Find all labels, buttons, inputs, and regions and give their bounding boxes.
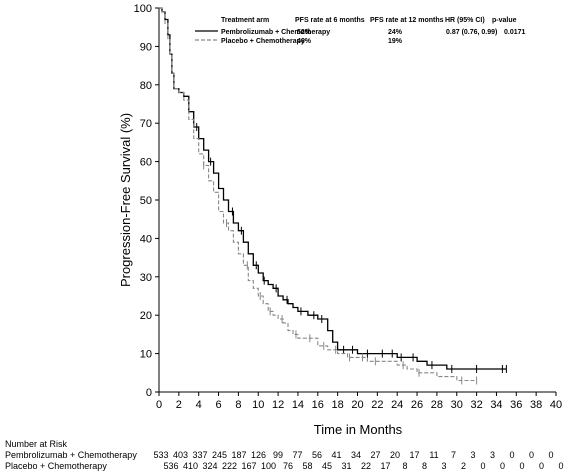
x-tick-label-26: 26 <box>411 399 423 411</box>
risk-value-pembrolizumab: 34 <box>351 450 361 460</box>
x-tick-label-20: 20 <box>351 399 363 411</box>
legend-header: PFS rate at 6 months <box>295 17 365 24</box>
legend-cell: Placebo + Chemotherapy <box>221 38 305 45</box>
risk-value-pembrolizumab: 7 <box>451 450 456 460</box>
risk-value-pembrolizumab: 0 <box>548 450 553 460</box>
risk-value-pembrolizumab: 3 <box>490 450 495 460</box>
risk-value-placebo: 100 <box>261 461 276 471</box>
risk-value-placebo: 22 <box>361 461 371 471</box>
x-tick-label-10: 10 <box>252 399 264 411</box>
risk-value-pembrolizumab: 77 <box>292 450 302 460</box>
legend-cell: 0.0171 <box>504 29 526 36</box>
y-axis-label: Progression-Free Survival (%) <box>118 113 133 287</box>
survival-curves <box>159 7 507 385</box>
legend-cell: 19% <box>388 38 403 45</box>
y-tick-label-0: 0 <box>146 387 152 399</box>
risk-value-placebo: 76 <box>283 461 293 471</box>
risk-row-label-pembro: Pembrolizumab + Chemotherapy <box>5 450 137 460</box>
risk-value-pembrolizumab: 3 <box>470 450 475 460</box>
risk-value-placebo: 0 <box>539 461 544 471</box>
risk-value-pembrolizumab: 11 <box>429 450 438 460</box>
x-tick-label-38: 38 <box>530 399 542 411</box>
risk-value-pembrolizumab: 0 <box>509 450 514 460</box>
risk-value-placebo: 8 <box>402 461 407 471</box>
risk-value-pembrolizumab: 245 <box>212 450 227 460</box>
risk-value-placebo: 31 <box>341 461 351 471</box>
risk-value-placebo: 45 <box>322 461 332 471</box>
risk-value-pembrolizumab: 337 <box>192 450 207 460</box>
risk-value-pembrolizumab: 533 <box>153 450 168 460</box>
legend-header: PFS rate at 12 months <box>370 17 444 24</box>
risk-value-pembrolizumab: 99 <box>273 450 283 460</box>
x-tick-label-40: 40 <box>550 399 562 411</box>
x-tick-label-30: 30 <box>451 399 463 411</box>
risk-value-placebo: 410 <box>183 461 198 471</box>
risk-value-placebo: 167 <box>241 461 256 471</box>
x-tick-label-16: 16 <box>312 399 324 411</box>
y-tick-label-50: 50 <box>140 195 152 207</box>
risk-value-placebo: 2 <box>461 461 466 471</box>
x-tick-label-18: 18 <box>332 399 344 411</box>
x-axis-label: Time in Months <box>314 422 403 437</box>
risk-value-pembrolizumab: 27 <box>370 450 380 460</box>
risk-value-placebo: 8 <box>422 461 427 471</box>
x-tick-label-14: 14 <box>292 399 304 411</box>
risk-value-pembrolizumab: 126 <box>251 450 266 460</box>
legend-table: Treatment arm PFS rate at 6 months PFS rat… <box>195 17 526 45</box>
x-tick-label-0: 0 <box>156 399 162 411</box>
x-tick-label-28: 28 <box>431 399 443 411</box>
y-tick-label-90: 90 <box>140 41 152 53</box>
legend-cell: Pembrolizumab + Chemotherapy <box>221 29 330 36</box>
risk-value-pembrolizumab: 20 <box>390 450 400 460</box>
risk-table: Number at Risk Pembrolizumab + Chemother… <box>5 439 564 471</box>
legend-header: HR (95% CI) <box>445 17 485 24</box>
legend-cell: 24% <box>388 29 403 36</box>
risk-table-title: Number at Risk <box>5 439 68 449</box>
risk-value-placebo: 0 <box>558 461 563 471</box>
legend-header: Treatment arm <box>221 17 269 24</box>
y-tick-label-30: 30 <box>140 272 152 284</box>
series-line-pembrolizumab <box>159 7 507 370</box>
risk-value-placebo: 3 <box>441 461 446 471</box>
x-tick-label-12: 12 <box>272 399 284 411</box>
legend-cell: 46% <box>297 38 312 45</box>
risk-value-pembrolizumab: 403 <box>173 450 188 460</box>
risk-value-placebo: 0 <box>480 461 485 471</box>
legend-header: p-value <box>492 17 517 24</box>
risk-value-placebo: 58 <box>302 461 312 471</box>
x-tick-label-32: 32 <box>470 399 482 411</box>
risk-value-pembrolizumab: 0 <box>529 450 534 460</box>
series-line-placebo <box>159 7 477 382</box>
risk-value-placebo: 536 <box>163 461 178 471</box>
risk-value-pembrolizumab: 56 <box>312 450 322 460</box>
x-tick-label-36: 36 <box>510 399 522 411</box>
x-tick-label-8: 8 <box>235 399 241 411</box>
legend-cell: 0.87 (0.76, 0.99) <box>446 29 497 36</box>
y-tick-label-60: 60 <box>140 157 152 169</box>
x-tick-label-22: 22 <box>371 399 383 411</box>
y-tick-label-20: 20 <box>140 310 152 322</box>
risk-value-placebo: 0 <box>519 461 524 471</box>
x-tick-label-24: 24 <box>391 399 403 411</box>
risk-value-placebo: 324 <box>202 461 217 471</box>
x-tick-label-2: 2 <box>176 399 182 411</box>
y-tick-label-70: 70 <box>140 118 152 130</box>
risk-row-label-placebo: Placebo + Chemotherapy <box>5 461 107 471</box>
y-tick-label-10: 10 <box>140 349 152 361</box>
y-tick-label-100: 100 <box>134 3 152 15</box>
legend-cell: 52% <box>297 29 312 36</box>
y-tick-label-80: 80 <box>140 80 152 92</box>
risk-value-pembrolizumab: 41 <box>331 450 341 460</box>
x-tick-label-34: 34 <box>490 399 502 411</box>
risk-value-pembrolizumab: 17 <box>409 450 419 460</box>
risk-value-placebo: 222 <box>222 461 237 471</box>
y-tick-label-40: 40 <box>140 233 152 245</box>
risk-value-placebo: 17 <box>380 461 390 471</box>
x-tick-label-6: 6 <box>215 399 221 411</box>
x-tick-label-4: 4 <box>196 399 202 411</box>
risk-value-placebo: 0 <box>500 461 505 471</box>
risk-value-pembrolizumab: 187 <box>231 450 246 460</box>
